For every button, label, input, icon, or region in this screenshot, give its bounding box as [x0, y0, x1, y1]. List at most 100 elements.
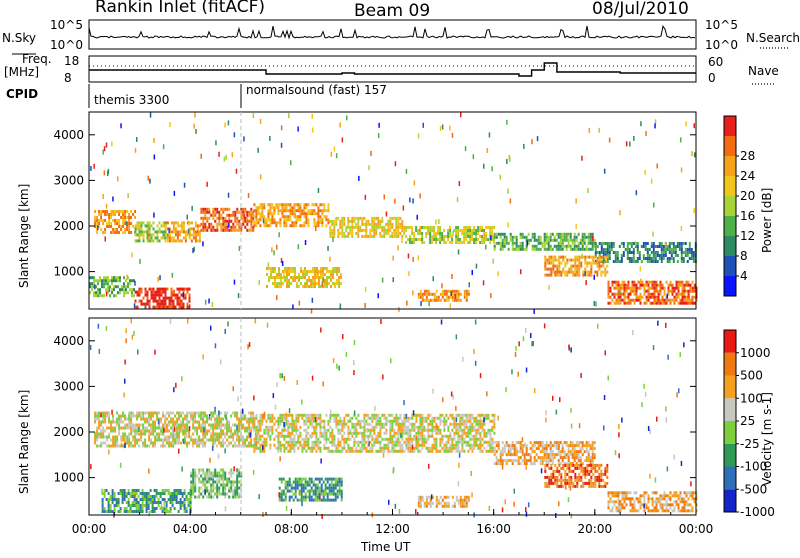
velocity-cell: [250, 427, 252, 430]
power-cell: [389, 220, 391, 223]
power-cell: [265, 218, 267, 221]
power-cell: [413, 241, 415, 244]
velocity-cell: [415, 420, 417, 423]
power-cell: [431, 235, 433, 238]
velocity-cell: [562, 444, 564, 447]
power-cell: [632, 290, 634, 293]
velocity-cell: [144, 445, 146, 448]
power-cell: [338, 282, 340, 285]
velocity-cell: [200, 439, 202, 442]
velocity-cell: [401, 426, 403, 429]
power-cell: [315, 203, 317, 206]
velocity-cell: [341, 420, 343, 423]
velocity-cell: [518, 459, 520, 462]
power-cell: [556, 233, 558, 236]
velocity-cell: [373, 426, 375, 429]
power-cell: [202, 229, 204, 232]
power-cell: [688, 299, 690, 302]
velocity-cell: [122, 501, 124, 504]
power-cell: [391, 217, 393, 220]
velocity-cell: [273, 444, 275, 447]
velocity-cell: [285, 447, 287, 450]
power-scatter-cell: [298, 244, 300, 249]
power-cell: [554, 256, 556, 259]
velocity-cell: [194, 496, 196, 499]
power-cell: [546, 242, 548, 245]
velocity-cell: [580, 450, 582, 453]
power-cell: [644, 302, 646, 305]
power-cell: [224, 208, 226, 211]
velocity-cell: [142, 427, 144, 430]
velocity-cell: [176, 492, 178, 495]
power-cell: [105, 276, 107, 279]
velocity-cell: [180, 412, 182, 415]
velocity-cell: [142, 418, 144, 421]
power-cell: [222, 226, 224, 229]
power-cell: [552, 259, 554, 262]
power-scatter-cell: [271, 247, 273, 252]
power-cell: [651, 260, 653, 263]
velocity-cell: [305, 435, 307, 438]
velocity-cell: [491, 429, 493, 432]
power-cell: [280, 276, 282, 279]
power-cell: [108, 216, 110, 219]
velocity-cell: [387, 444, 389, 447]
power-cell: [506, 239, 508, 242]
power-cell: [312, 279, 314, 282]
velocity-cell: [584, 459, 586, 462]
power-cell: [141, 233, 143, 236]
velocity-cell: [190, 481, 192, 484]
velocity-cell: [375, 420, 377, 423]
power-cell: [253, 209, 255, 212]
power-cell: [544, 242, 546, 245]
velocity-cell: [98, 424, 100, 427]
power-cell: [183, 306, 185, 309]
power-cell: [473, 241, 475, 244]
velocity-cell: [475, 435, 477, 438]
power-cell: [157, 291, 159, 294]
power-cell: [305, 221, 307, 224]
velocity-cell: [345, 414, 347, 417]
velocity-cell: [168, 430, 170, 433]
power-cell: [355, 217, 357, 220]
velocity-cell: [194, 469, 196, 472]
velocity-cell: [148, 492, 150, 495]
velocity-cell: [136, 427, 138, 430]
power-cell: [319, 218, 321, 221]
power-cell: [603, 248, 605, 251]
velocity-cell: [164, 415, 166, 418]
velocity-cell: [246, 445, 248, 448]
power-cell: [349, 229, 351, 232]
velocity-cell: [289, 447, 291, 450]
velocity-cell: [429, 450, 431, 453]
velocity-cell: [295, 441, 297, 444]
velocity-cell: [212, 412, 214, 415]
velocity-cell: [471, 414, 473, 417]
power-cell: [606, 265, 608, 268]
velocity-cell: [160, 433, 162, 436]
velocity-cell: [281, 432, 283, 435]
velocity-cell: [263, 438, 265, 441]
velocity-cell: [190, 504, 192, 507]
velocity-cell: [158, 433, 160, 436]
power-cell: [173, 224, 175, 227]
power-scatter-cell: [232, 152, 234, 157]
velocity-cell: [477, 423, 479, 426]
power-cell: [514, 248, 516, 251]
velocity-cell: [198, 442, 200, 445]
power-cell: [104, 231, 106, 234]
velocity-cell: [520, 447, 522, 450]
power-cell: [611, 242, 613, 245]
velocity-cell: [122, 495, 124, 498]
velocity-cell: [550, 453, 552, 456]
power-cell: [671, 248, 673, 251]
power-cell: [678, 296, 680, 299]
velocity-cell: [174, 442, 176, 445]
velocity-cell: [224, 442, 226, 445]
power-cell: [548, 274, 550, 277]
power-cell: [272, 267, 274, 270]
power-cell: [485, 235, 487, 238]
velocity-cell: [218, 478, 220, 481]
power-cell: [597, 245, 599, 248]
power-cell: [588, 271, 590, 274]
